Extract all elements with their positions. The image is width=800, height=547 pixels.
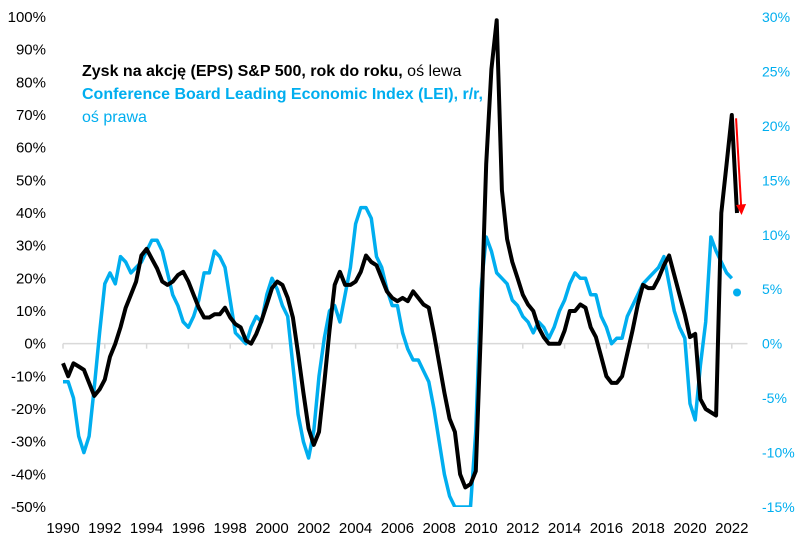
right-axis-tick-label: 5% — [762, 281, 782, 297]
x-axis-tick-label: 2006 — [381, 520, 414, 537]
x-axis-tick-label: 2014 — [548, 520, 581, 537]
left-axis-tick-label: 100% — [8, 9, 46, 26]
right-axis-tick-label: 0% — [762, 336, 782, 352]
right-axis-tick-label: 15% — [762, 172, 790, 188]
legend-eps-label: Zysk na akcję (EPS) S&P 500, rok do roku… — [82, 63, 403, 80]
x-axis-tick-label: 2018 — [632, 520, 665, 537]
annotation-layer — [735, 118, 747, 215]
x-axis-tick-label: 2002 — [297, 520, 330, 537]
left-axis-tick-label: 20% — [16, 270, 46, 287]
legend-lei-axis: oś prawa — [82, 109, 147, 126]
red-arrow-shaft — [735, 118, 743, 206]
legend-lei-label: Conference Board Leading Economic Index … — [82, 86, 483, 103]
eps-series-line — [61, 18, 739, 490]
x-axis-tick-label: 1998 — [214, 520, 247, 537]
left-axis-ticks: 100% 90% 80% 70% 60% 50% 40% 30% 20% 10% 0% -10% -20… — [8, 9, 46, 516]
right-axis-tick-label: 30% — [762, 9, 790, 25]
right-axis-tick-label: 20% — [762, 118, 790, 134]
right-axis-tick-label: 10% — [762, 227, 790, 243]
x-axis-tick-label: 2004 — [339, 520, 372, 537]
left-axis-tick-label: -50% — [11, 499, 46, 516]
x-axis-tick-label: 2020 — [673, 520, 706, 537]
right-axis-tick-label: -10% — [762, 445, 795, 461]
x-axis-tick-label: 1996 — [172, 520, 205, 537]
left-axis-tick-label: 50% — [16, 172, 46, 189]
left-axis-tick-label: -20% — [11, 401, 46, 418]
red-arrow-head-icon — [736, 204, 747, 215]
x-axis-tick-label: 1990 — [46, 520, 79, 537]
legend-item-eps: Zysk na akcję (EPS) S&P 500, rok do roku… — [82, 60, 483, 83]
left-axis-tick-label: 90% — [16, 42, 46, 59]
left-axis-tick-label: 30% — [16, 238, 46, 255]
left-axis-tick-label: 60% — [16, 140, 46, 157]
right-axis-tick-label: 25% — [762, 63, 790, 79]
legend-item-lei: Conference Board Leading Economic Index … — [82, 83, 483, 106]
left-axis-tick-label: 70% — [16, 107, 46, 124]
series-layer — [61, 18, 742, 507]
legend-eps-axis: oś lewa — [402, 63, 462, 80]
left-axis-tick-label: 80% — [16, 74, 46, 91]
left-axis-tick-label: 10% — [16, 303, 46, 320]
x-axis-tick-label: 1992 — [88, 520, 121, 537]
x-axis-ticks: 1990 1992 1994 1996 1998 2000 2002 2004 2006 2008… — [46, 520, 748, 537]
x-axis-tick-label: 2008 — [423, 520, 456, 537]
x-axis-tick-label: 2000 — [255, 520, 288, 537]
lei-latest-point — [733, 288, 742, 297]
left-axis-tick-label: 40% — [16, 205, 46, 222]
left-axis-tick-label: -30% — [11, 434, 46, 451]
legend-item-lei-axis: oś prawa — [82, 106, 483, 129]
left-axis-tick-label: 0% — [24, 336, 46, 353]
x-axis-tick-label: 2010 — [464, 520, 497, 537]
right-axis-tick-label: -5% — [762, 390, 787, 406]
x-axis-tick-label: 2016 — [590, 520, 623, 537]
left-axis-tick-label: -40% — [11, 466, 46, 483]
x-axis-tick-label: 1994 — [130, 520, 163, 537]
x-axis-tick-label: 2012 — [506, 520, 539, 537]
lei-series-line — [63, 205, 734, 507]
right-axis-ticks: 30% 25% 20% 15% 10% 5% 0% -5% -10% -15% — [762, 9, 795, 515]
left-axis-tick-label: -10% — [11, 368, 46, 385]
right-axis-tick-label: -15% — [762, 499, 795, 515]
legend: Zysk na akcję (EPS) S&P 500, rok do roku… — [82, 60, 483, 129]
x-axis-tick-label: 2022 — [715, 520, 748, 537]
